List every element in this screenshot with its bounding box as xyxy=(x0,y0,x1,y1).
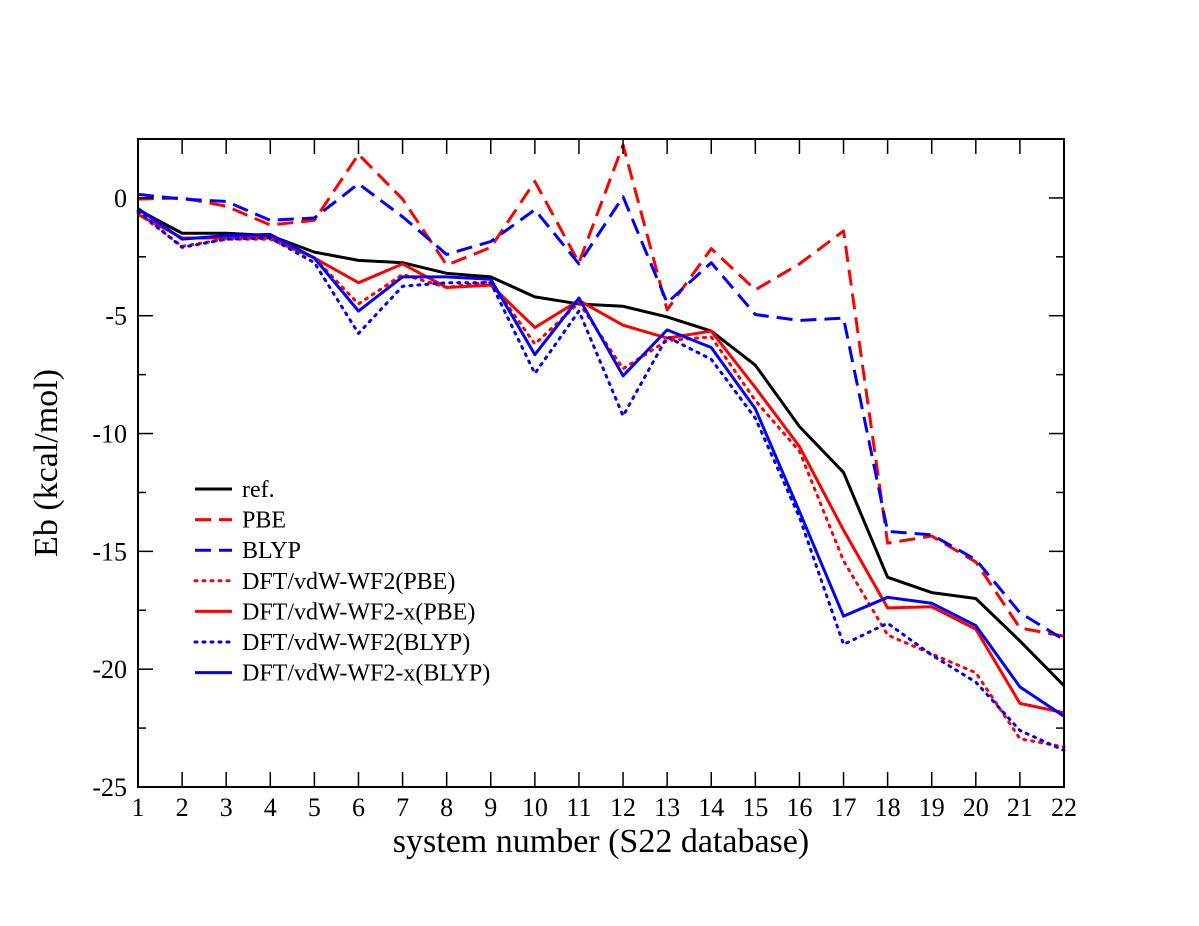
x-tick-label: 9 xyxy=(484,793,497,822)
ticks-layer xyxy=(137,138,1065,788)
x-tick-label: 2 xyxy=(176,793,189,822)
y-tick-label: -5 xyxy=(105,302,127,331)
legend: ref. PBE BLYP DFT/vdW-WF2(PBE) DFT/vdW-WF2-x… xyxy=(193,477,490,687)
x-tick-label: 10 xyxy=(522,793,548,822)
legend-label-4: DFT/vdW-WF2(PBE) xyxy=(242,569,455,595)
x-tick-label: 6 xyxy=(352,793,365,822)
x-tick-label: 20 xyxy=(963,793,989,822)
series-line-7 xyxy=(137,207,1065,718)
series-line-3 xyxy=(137,182,1065,642)
x-tick-label: 21 xyxy=(1007,793,1033,822)
tick-labels-layer: 1 2 3 4 5 6 7 8 9 10 11 12 13 14 15 16 17 18 19 20 21 220-5-1… xyxy=(92,184,1077,822)
series-line-6 xyxy=(136,209,1066,752)
y-axis-title: Eb (kcal/mol) xyxy=(28,369,65,557)
x-tick-label: 22 xyxy=(1051,793,1077,822)
x-tick-label: 11 xyxy=(566,793,591,822)
y-tick-label: 0 xyxy=(114,184,127,213)
x-tick-label: 7 xyxy=(396,793,409,822)
x-tick-label: 1 xyxy=(132,793,145,822)
x-tick-label: 13 xyxy=(654,793,680,822)
legend-label-5: DFT/vdW-WF2-x(PBE) xyxy=(242,599,475,625)
x-tick-label: 3 xyxy=(220,793,233,822)
legend-label-3: BLYP xyxy=(242,538,301,564)
x-tick-label: 12 xyxy=(610,793,636,822)
x-tick-label: 18 xyxy=(875,793,901,822)
series-layer xyxy=(136,143,1066,752)
y-tick-label: -10 xyxy=(92,420,127,449)
x-tick-label: 19 xyxy=(919,793,945,822)
x-tick-label: 5 xyxy=(308,793,321,822)
x-tick-label: 16 xyxy=(786,793,812,822)
x-tick-label: 17 xyxy=(831,793,857,822)
y-tick-label: -20 xyxy=(92,655,127,684)
series-line-5 xyxy=(137,213,1065,715)
legend-label-1: ref. xyxy=(242,477,275,503)
x-tick-label: 14 xyxy=(698,793,724,822)
y-tick-label: -25 xyxy=(92,773,127,802)
series-line-2 xyxy=(137,143,1065,638)
legend-label-2: PBE xyxy=(242,508,286,534)
x-tick-label: 8 xyxy=(440,793,453,822)
x-tick-label: 4 xyxy=(264,793,277,822)
series-line-1 xyxy=(137,208,1066,687)
x-tick-label: 15 xyxy=(742,793,768,822)
x-axis-title: system number (S22 database) xyxy=(393,823,809,860)
legend-label-6: DFT/vdW-WF2(BLYP) xyxy=(242,630,470,656)
plot-frame xyxy=(137,138,1065,788)
y-tick-label: -15 xyxy=(92,537,127,566)
legend-label-7: DFT/vdW-WF2-x(BLYP) xyxy=(242,661,490,687)
